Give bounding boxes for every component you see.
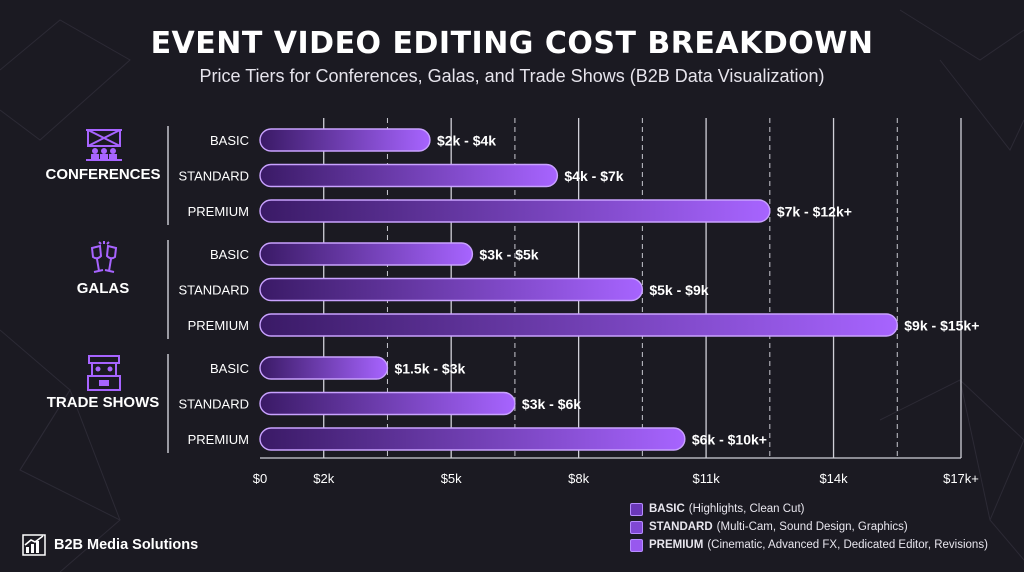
tier-label: BASIC xyxy=(210,133,249,148)
tier-label: PREMIUM xyxy=(188,318,249,333)
legend-item-premium: PREMIUM (Cinematic, Advanced FX, Dedicat… xyxy=(630,536,988,554)
bar-value-label: $6k - $10k+ xyxy=(692,432,767,448)
legend-desc: (Highlights, Clean Cut) xyxy=(688,503,805,515)
brand: B2B Media Solutions xyxy=(22,534,198,556)
legend-name: STANDARD xyxy=(649,521,713,533)
bar-standard xyxy=(259,277,644,302)
bar-premium xyxy=(259,199,771,223)
legend-name: PREMIUM xyxy=(649,539,704,551)
bar-chart-logo-icon xyxy=(22,534,46,556)
bar-basic xyxy=(259,128,431,152)
bar-value-label: $5k - $9k xyxy=(649,282,708,298)
champagne-glasses-icon xyxy=(84,240,124,281)
brand-name: B2B Media Solutions xyxy=(54,537,199,553)
legend-swatch-premium xyxy=(630,538,643,552)
tier-label: BASIC xyxy=(210,361,249,376)
bar-value-label: $3k - $5k xyxy=(479,247,538,263)
bar-value-label: $2k - $4k xyxy=(437,133,496,149)
bar-chart: BASIC $2k - $4k STANDARD $4k - $7k PREMIUM $7… xyxy=(167,118,979,486)
chart-title: EVENT VIDEO EDITING COST BREAKDOWN xyxy=(150,26,874,61)
x-tick-label: $5k xyxy=(441,471,462,486)
bar-value-label: $4k - $7k xyxy=(564,168,623,184)
x-tick-label: $17k+ xyxy=(943,471,979,486)
bar-premium xyxy=(259,427,686,451)
conference-stage-icon xyxy=(84,126,124,167)
x-tick-label: $8k xyxy=(568,471,589,486)
x-tick-label: $14k xyxy=(819,471,848,486)
tier-label: BASIC xyxy=(210,247,249,262)
legend-item-standard: STANDARD (Multi-Cam, Sound Design, Graph… xyxy=(630,518,988,536)
legend-desc: (Multi-Cam, Sound Design, Graphics) xyxy=(716,521,908,533)
tier-label: PREMIUM xyxy=(188,432,249,447)
bar-value-label: $9k - $15k+ xyxy=(904,318,979,334)
legend-swatch-basic xyxy=(630,502,643,516)
trade-booth-icon xyxy=(84,354,124,397)
tier-label: STANDARD xyxy=(178,169,249,184)
bar-standard xyxy=(259,163,559,188)
legend-item-basic: BASIC (Highlights, Clean Cut) xyxy=(630,500,988,518)
legend-name: BASIC xyxy=(649,503,685,515)
group-label: GALAS xyxy=(76,279,130,297)
bar-value-label: $7k - $12k+ xyxy=(777,204,852,220)
legend-desc: (Cinematic, Advanced FX, Dedicated Edito… xyxy=(707,539,988,551)
bar-value-label: $1.5k - $3k xyxy=(394,361,465,377)
tier-label: PREMIUM xyxy=(188,204,249,219)
legend-swatch-standard xyxy=(630,520,643,534)
tier-label: STANDARD xyxy=(178,397,249,412)
bar-standard xyxy=(259,391,516,416)
x-tick-label: $11k xyxy=(692,471,720,486)
bar-value-label: $3k - $6k xyxy=(522,396,581,412)
x-tick-label: $0 xyxy=(253,471,267,486)
bar-premium xyxy=(259,313,898,337)
bar-basic xyxy=(259,356,389,380)
legend: BASIC (Highlights, Clean Cut) STANDARD (… xyxy=(630,500,988,554)
x-tick-label: $2k xyxy=(313,471,334,486)
group-label: TRADE SHOWS xyxy=(46,393,160,411)
tier-label: STANDARD xyxy=(178,283,249,298)
group-label: CONFERENCES xyxy=(45,165,161,183)
chart-subtitle: Price Tiers for Conferences, Galas, and … xyxy=(199,66,825,86)
bar-basic xyxy=(259,242,474,266)
